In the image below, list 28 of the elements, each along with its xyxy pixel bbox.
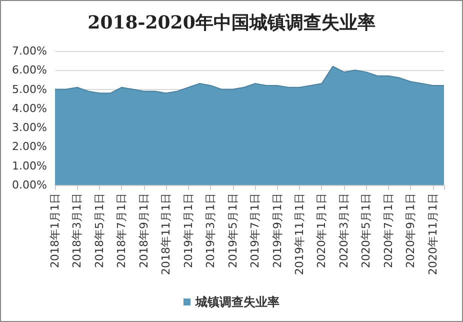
x-tick-label: 2018年5月1日 [92,193,106,268]
y-tick-label: 2.00% [12,140,47,154]
x-tick-label: 2018年9月1日 [137,193,150,268]
x-tick-label: 2018年7月1日 [115,193,128,268]
x-tick-label: 2020年3月1日 [337,193,350,268]
x-tick-label: 2019年7月1日 [248,193,262,268]
x-tick-label: 2019年5月1日 [226,193,240,268]
y-tick-label: 0.00% [12,178,47,192]
y-tick-label: 1.00% [12,159,47,172]
x-tick-label: 2020年11月1日 [426,193,440,275]
x-tick-label: 2019年9月1日 [270,193,284,268]
x-tick-label: 2020年7月1日 [382,193,395,268]
x-tick-label: 2018年3月1日 [70,193,84,268]
y-tick-label: 4.00% [12,102,47,115]
x-tick-label: 2018年11月1日 [160,193,173,275]
x-tick-label: 2019年11月1日 [293,193,306,275]
x-tick-label: 2018年1月1日 [48,193,62,268]
x-tick-label: 2019年1月1日 [182,193,195,268]
x-tick-label: 2020年5月1日 [360,193,373,268]
x-tick-label: 2020年1月1日 [315,193,328,268]
y-tick-label: 7.00% [12,44,47,58]
x-tick-label: 2020年9月1日 [404,193,418,268]
y-tick-label: 6.00% [12,64,47,77]
x-tick-label: 2019年3月1日 [204,193,218,268]
y-tick-label: 5.00% [12,82,47,96]
legend-label: 城镇调查失业率 [194,295,280,309]
y-tick-label: 3.00% [12,121,47,134]
chart-title: 2018-2020年中国城镇调查失业率 [88,12,376,34]
